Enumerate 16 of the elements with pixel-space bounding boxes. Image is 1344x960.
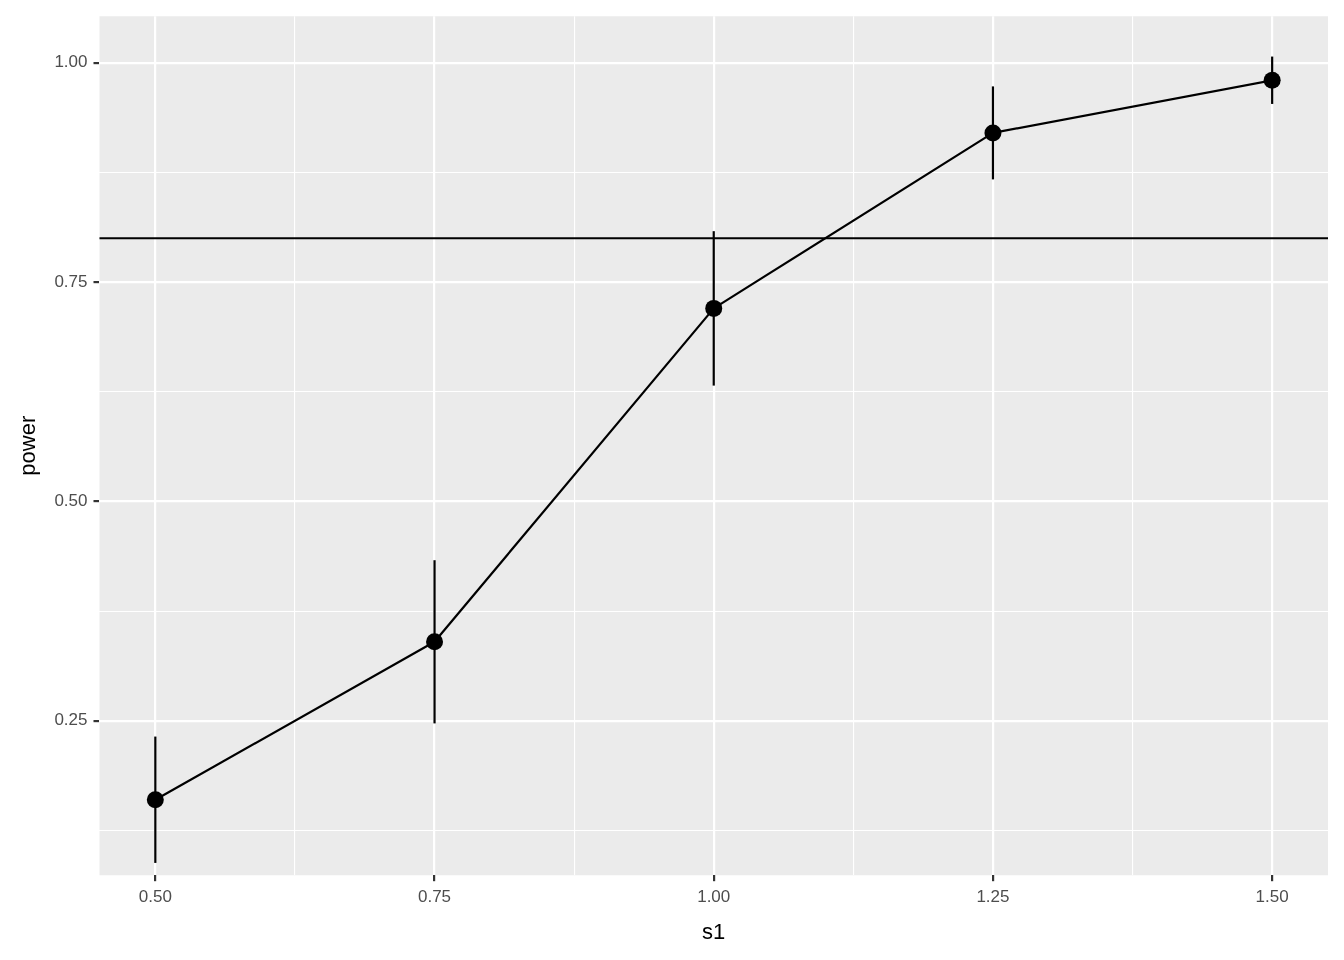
y-tick-label: 1.00 bbox=[54, 52, 88, 72]
point bbox=[705, 299, 723, 317]
y-tick-label: 0.50 bbox=[54, 491, 88, 511]
y-tick-label: 0.75 bbox=[54, 271, 88, 291]
point bbox=[1263, 71, 1281, 89]
x-tick-label: 0.75 bbox=[417, 887, 452, 907]
x-tick-label: 1.50 bbox=[1255, 887, 1289, 907]
point bbox=[426, 633, 444, 651]
point bbox=[146, 791, 164, 809]
point bbox=[984, 124, 1002, 142]
x-axis-title: s1 bbox=[702, 918, 726, 944]
x-tick-label: 1.00 bbox=[697, 887, 731, 907]
y-axis-title: power bbox=[15, 415, 41, 476]
x-tick-label: 0.50 bbox=[138, 887, 172, 907]
y-tick-label: 0.25 bbox=[54, 710, 88, 730]
x-tick-label: 1.25 bbox=[976, 887, 1010, 907]
